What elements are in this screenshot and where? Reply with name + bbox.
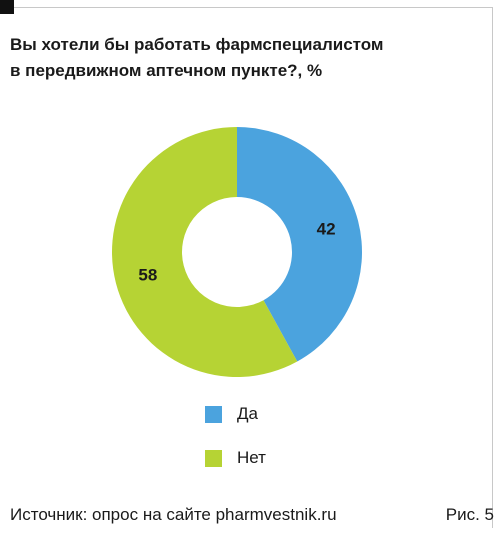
corner-mark (0, 0, 14, 14)
data-label-yes: 42 (317, 220, 336, 239)
donut-slice-yes (237, 127, 363, 362)
source-note: Источник: опрос на сайте pharmvestnik.ru (10, 505, 337, 524)
data-label-no: 58 (138, 265, 157, 284)
chart-title: Вы хотели бы работать фармспециалистом в… (10, 35, 384, 80)
legend-item-yes: Да (205, 404, 266, 423)
figure-frame (7, 7, 493, 528)
legend: Да Нет (205, 404, 266, 493)
figure-label: Рис. 5 (445, 505, 494, 524)
legend-label-yes: Да (237, 404, 258, 423)
donut-slice-no (112, 127, 298, 377)
legend-item-no: Нет (205, 448, 266, 467)
legend-label-no: Нет (237, 448, 266, 467)
donut-chart: 42 58 (112, 127, 363, 377)
legend-swatch-yes (205, 405, 222, 423)
legend-swatch-no (205, 449, 222, 467)
